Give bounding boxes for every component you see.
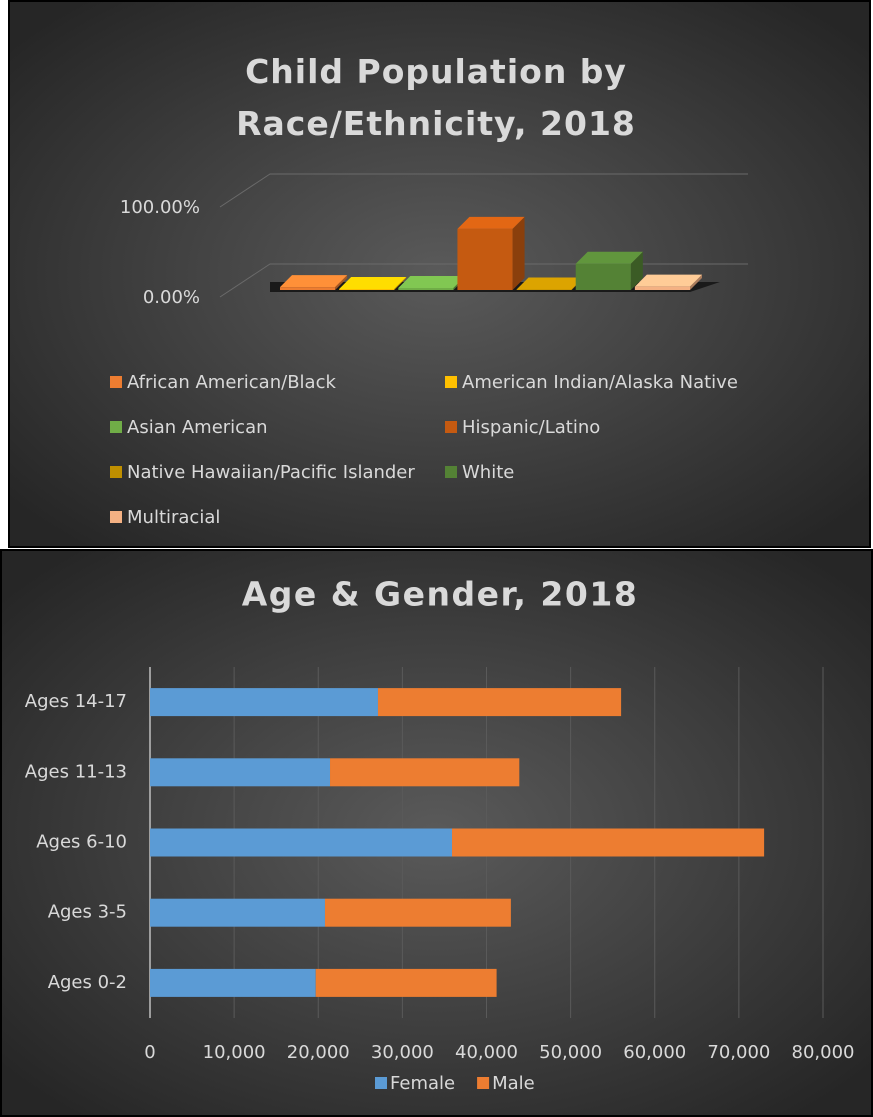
column-side xyxy=(335,275,348,290)
bar xyxy=(315,968,497,997)
column-top xyxy=(398,276,466,289)
legend-swatch xyxy=(110,511,122,523)
x-tick-label: 40,000 xyxy=(455,1042,518,1063)
y-tick-label: Ages 14-17 xyxy=(25,691,127,712)
bar xyxy=(324,898,511,927)
y-tick-label: Ages 3-5 xyxy=(48,902,127,923)
legend-swatch xyxy=(477,1077,490,1089)
legend-swatch xyxy=(375,1077,387,1089)
bar xyxy=(150,688,378,717)
column xyxy=(634,274,702,290)
column-front xyxy=(575,263,631,290)
chart-1-background xyxy=(8,0,871,548)
bar xyxy=(150,898,325,927)
column-side xyxy=(394,277,407,290)
chart-title: Age & Gender, 2018 xyxy=(242,575,639,614)
column xyxy=(280,275,348,290)
column-front xyxy=(398,288,454,290)
x-tick-label: 80,000 xyxy=(792,1042,855,1063)
legend-swatch xyxy=(110,421,122,433)
x-tick-label: 70,000 xyxy=(707,1042,770,1063)
column xyxy=(575,251,643,290)
column-top xyxy=(634,274,702,287)
legend-label: Native Hawaiian/Pacific Islander xyxy=(127,462,415,483)
legend-label: American Indian/Alaska Native xyxy=(462,372,738,393)
bar xyxy=(150,828,453,857)
x-tick-label: 0 xyxy=(144,1042,155,1063)
x-tick-label: 10,000 xyxy=(203,1042,266,1063)
y-tick-label: 0.00% xyxy=(143,287,200,308)
x-tick-label: 20,000 xyxy=(287,1042,350,1063)
column-front xyxy=(280,287,336,290)
x-tick-label: 30,000 xyxy=(371,1042,434,1063)
y-tick-label: Ages 11-13 xyxy=(25,761,127,782)
column-side xyxy=(512,216,525,290)
y-tick-label: Ages 0-2 xyxy=(48,972,127,993)
column-top xyxy=(575,251,643,264)
legend-label: Male xyxy=(492,1073,535,1094)
legend-swatch xyxy=(110,466,122,478)
column xyxy=(339,277,407,290)
column-top xyxy=(516,277,584,290)
x-tick-label: 60,000 xyxy=(623,1042,686,1063)
column xyxy=(398,276,466,290)
legend-label: Hispanic/Latino xyxy=(462,417,600,438)
column-top xyxy=(339,277,407,290)
column-top xyxy=(457,216,525,229)
legend-swatch xyxy=(445,466,457,478)
column-side xyxy=(630,251,643,290)
legend-label: Female xyxy=(390,1073,455,1094)
column-front xyxy=(457,228,513,290)
bar xyxy=(150,968,316,997)
column-top xyxy=(280,275,348,288)
legend-swatch xyxy=(445,421,457,433)
column-side xyxy=(690,274,702,290)
x-tick-label: 50,000 xyxy=(539,1042,602,1063)
column-front xyxy=(339,289,395,290)
column xyxy=(457,216,525,290)
grid-line xyxy=(219,173,748,208)
legend-swatch xyxy=(110,376,122,388)
bar xyxy=(377,688,622,717)
legend-label: Multiracial xyxy=(127,507,220,528)
y-tick-label: Ages 6-10 xyxy=(36,832,127,853)
bar xyxy=(330,758,520,787)
bar xyxy=(452,828,765,857)
y-tick-label: 100.00% xyxy=(120,197,200,218)
legend-swatch xyxy=(445,376,457,388)
chart-title: Child Population by Race/Ethnicity, 2018 xyxy=(236,52,636,143)
column-front xyxy=(634,286,690,290)
bar xyxy=(150,758,331,787)
legend-label: Asian American xyxy=(127,417,268,438)
legend-label: White xyxy=(462,462,514,483)
legend-label: African American/Black xyxy=(127,372,336,393)
